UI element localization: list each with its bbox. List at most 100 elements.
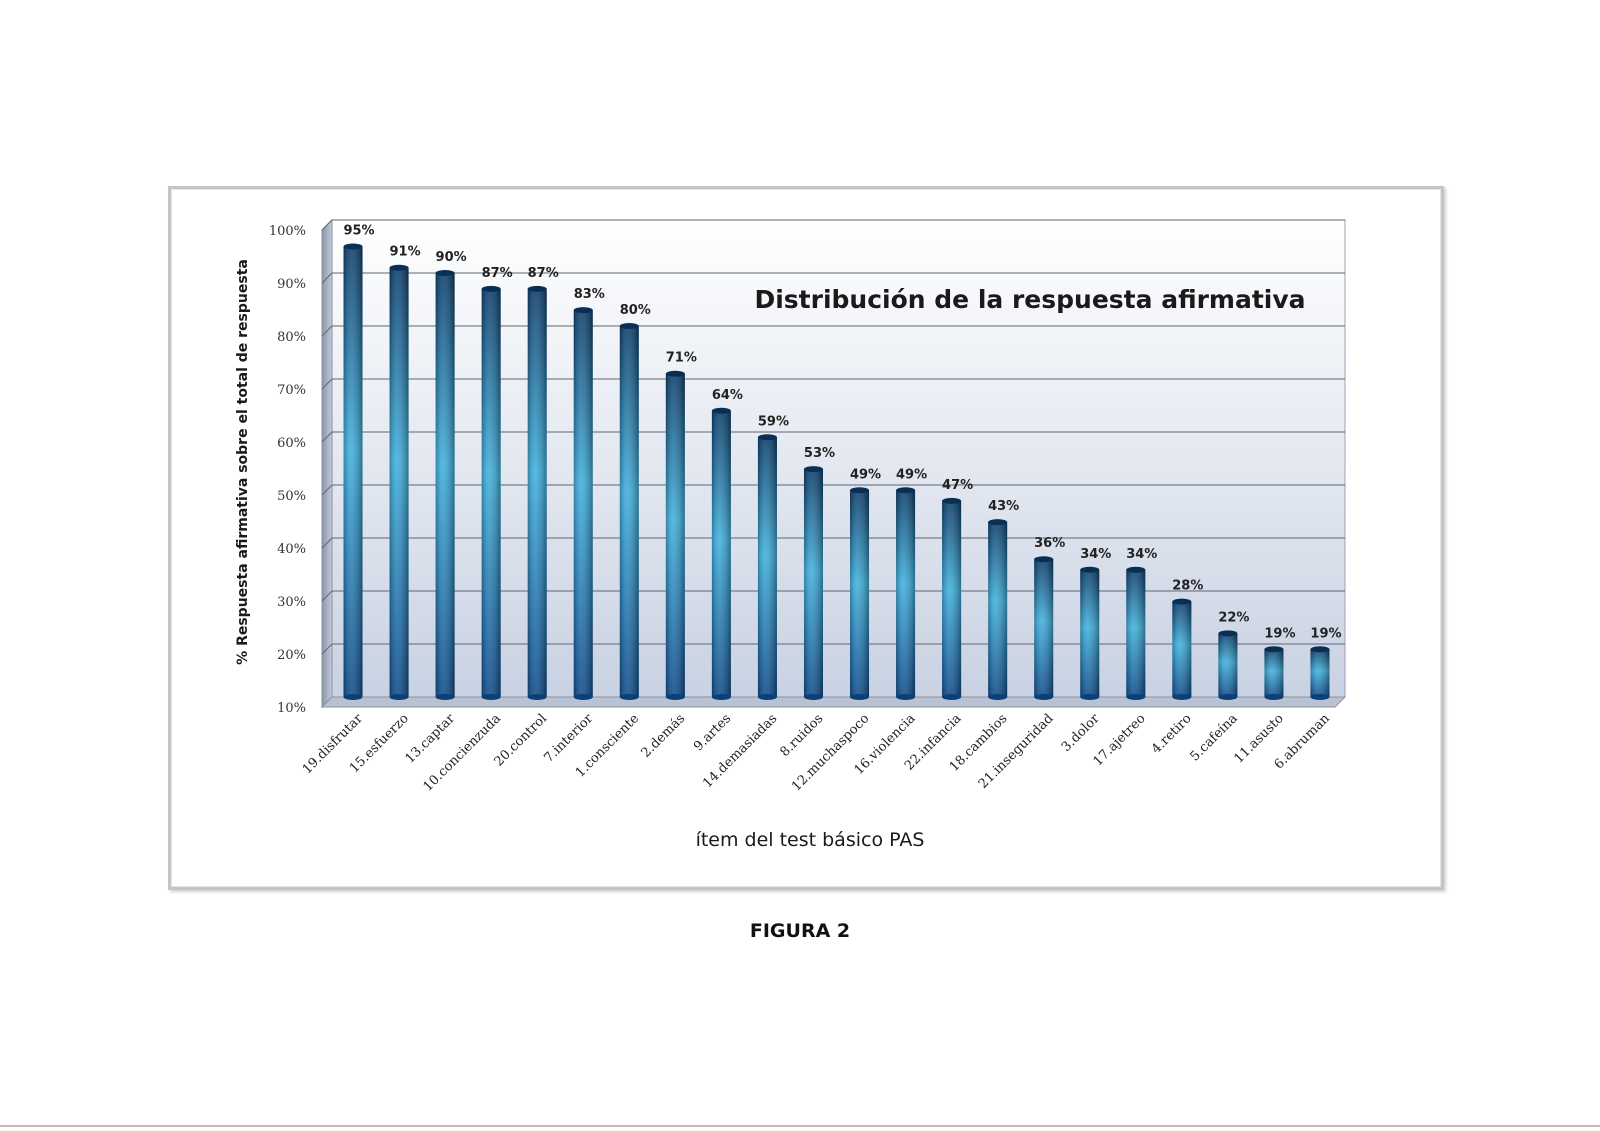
plot-side-wall (321, 218, 333, 709)
y-tick-label: 20% (277, 648, 306, 663)
bar-base-cap (711, 694, 731, 700)
bar-top-cap (942, 497, 962, 504)
bar-top-cap (803, 466, 823, 473)
bar-shading (1172, 601, 1192, 697)
bar-shading (527, 288, 547, 697)
data-label: 71% (666, 351, 697, 366)
bar-base-cap (435, 694, 455, 700)
bar-top-cap (619, 323, 639, 329)
bar-base-cap (665, 694, 685, 700)
data-label: 95% (343, 224, 374, 239)
data-label: 87% (482, 266, 513, 281)
data-label: 83% (574, 287, 605, 302)
bar-shading (711, 410, 731, 697)
data-label: 34% (1080, 547, 1111, 562)
bar-top-cap (573, 307, 593, 314)
bar-base-cap (1172, 694, 1192, 700)
data-label: 59% (758, 414, 789, 429)
bar-top-cap (1172, 598, 1192, 605)
data-label: 47% (942, 478, 973, 493)
x-tick-label: 4.retiro (1149, 711, 1195, 757)
bar-base-cap (896, 694, 916, 700)
gridline-side (321, 537, 333, 549)
bar-shading (1218, 633, 1238, 697)
data-label: 34% (1126, 547, 1157, 562)
y-axis-title: % Respuesta afirmativa sobre el total de… (235, 259, 251, 665)
bar-base-cap (1034, 694, 1054, 700)
bar-top-cap (665, 370, 685, 377)
bar-top-cap (527, 285, 547, 292)
data-label: 49% (850, 467, 881, 482)
bar-shading (389, 267, 409, 697)
x-tick-label: 10.concienzuda (421, 711, 505, 795)
bar-base-cap (619, 694, 639, 700)
bar-base-cap (1080, 694, 1100, 700)
bar-shading (1080, 569, 1100, 697)
y-tick-label: 80% (277, 330, 306, 345)
data-label: 28% (1172, 579, 1203, 594)
figure-caption: FIGURA 2 (749, 920, 851, 942)
bar-shading (803, 469, 823, 697)
bar-shading (896, 490, 916, 697)
data-label: 64% (712, 388, 743, 403)
bar-shading (1034, 559, 1054, 697)
data-label: 19% (1310, 626, 1341, 641)
gridline-side (321, 272, 333, 284)
bar-shading (988, 522, 1008, 697)
bar-shading (850, 490, 870, 697)
data-label: 49% (896, 467, 927, 482)
gridline-side (321, 378, 333, 390)
gridline-side (321, 484, 333, 496)
bar-shading (665, 373, 685, 697)
x-tick-label: 2.demás (639, 711, 689, 761)
data-label: 90% (436, 250, 467, 265)
bar-top-cap (711, 407, 731, 414)
bar-top-cap (1126, 566, 1146, 573)
bar-top-cap (1310, 646, 1330, 653)
bar-top-cap (988, 519, 1008, 526)
bar-shading (757, 437, 777, 697)
bar-base-cap (389, 694, 409, 700)
data-label: 43% (988, 499, 1019, 514)
y-tick-label: 70% (277, 383, 306, 398)
bar-shading (619, 326, 639, 697)
data-label: 22% (1218, 610, 1249, 625)
x-axis-title: ítem del test básico PAS (696, 829, 925, 851)
bar-shading (573, 310, 593, 697)
gridline-side (321, 431, 333, 443)
bar-shading (1126, 569, 1146, 697)
gridline-side (321, 590, 333, 602)
bar-base-cap (988, 694, 1008, 700)
gridline-side (321, 643, 333, 655)
y-tick-label: 40% (277, 542, 306, 557)
bar-top-cap (850, 487, 870, 494)
gridline-side (321, 325, 333, 337)
bar-base-cap (1126, 694, 1146, 700)
bar-top-cap (1218, 630, 1238, 637)
page-bottom-rule (0, 1125, 1600, 1127)
bar-top-cap (481, 285, 501, 292)
bar-top-cap (1264, 646, 1284, 653)
bar-top-cap (343, 243, 363, 250)
data-label: 53% (804, 446, 835, 461)
y-tick-label: 60% (277, 436, 306, 451)
bar-top-cap (896, 487, 916, 494)
y-tick-label: 10% (277, 701, 306, 716)
bar-base-cap (850, 694, 870, 700)
data-label: 80% (620, 303, 651, 318)
bar-base-cap (527, 694, 547, 700)
bar-base-cap (343, 694, 363, 700)
bar-shading (942, 500, 962, 697)
bar-top-cap (1080, 566, 1100, 573)
x-tick-label: 12.muchaspoco (789, 711, 872, 794)
data-label: 91% (390, 245, 421, 260)
data-label: 87% (528, 266, 559, 281)
bar-shading (343, 246, 363, 697)
x-tick-label: 3.dolor (1059, 711, 1103, 755)
bar-top-cap (1034, 556, 1054, 563)
data-label: 36% (1034, 536, 1065, 551)
bar-base-cap (573, 694, 593, 700)
bar-top-cap (389, 264, 409, 271)
bar-shading (1310, 649, 1330, 697)
